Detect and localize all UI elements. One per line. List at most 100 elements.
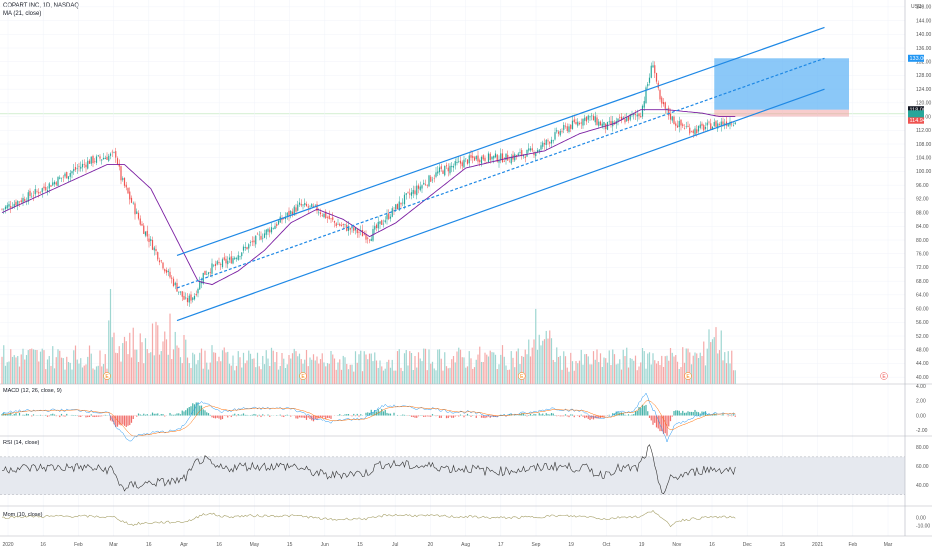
- candle: [104, 157, 106, 160]
- candle: [584, 117, 586, 121]
- macd-histogram-bar: [305, 415, 308, 420]
- macd-histogram-bar: [347, 414, 350, 416]
- macd-histogram-bar: [328, 415, 330, 419]
- macd-histogram-bar: [549, 414, 551, 416]
- macd-histogram-bar: [199, 405, 201, 416]
- candle: [582, 118, 584, 126]
- macd-histogram-bar: [624, 414, 626, 416]
- volume-bar: [326, 363, 329, 384]
- macd-label: MACD (12, 26, close, 9): [3, 388, 62, 394]
- volume-bar: [365, 354, 367, 384]
- macd-histogram-bar: [22, 414, 24, 416]
- candle: [111, 151, 113, 153]
- volume-bar: [263, 364, 266, 384]
- volume-bar: [592, 351, 595, 384]
- candle: [365, 234, 367, 240]
- macd-histogram-bar: [157, 413, 159, 416]
- volume-bar: [137, 362, 140, 384]
- volume-bar: [605, 358, 607, 384]
- candle: [6, 205, 8, 209]
- volume-bar: [564, 356, 567, 384]
- candle: [213, 264, 215, 266]
- volume-bar: [297, 356, 299, 384]
- volume-bar: [80, 358, 82, 384]
- volume-bar: [423, 348, 425, 384]
- volume-bar: [237, 351, 239, 384]
- macd-histogram-bar: [482, 415, 484, 418]
- macd-histogram-bar: [31, 415, 33, 417]
- candle: [482, 155, 484, 160]
- macd-histogram-bar: [356, 413, 358, 416]
- macd-histogram-bar: [669, 415, 672, 422]
- candle: [363, 234, 365, 236]
- candle: [430, 176, 432, 182]
- candle: [382, 223, 385, 225]
- macd-histogram-bar: [704, 411, 707, 416]
- candle: [389, 216, 392, 219]
- macd-histogram-bar: [237, 414, 239, 416]
- price-badge-text: 114.94: [910, 118, 926, 124]
- candle: [683, 127, 686, 129]
- candle: [587, 115, 589, 120]
- volume-bar: [363, 351, 365, 384]
- price-tick: 128.00: [916, 73, 932, 79]
- candle: [388, 213, 390, 219]
- volume-bar: [384, 368, 386, 384]
- macd-histogram-bar: [214, 415, 217, 419]
- channel-upper: [176, 26, 825, 256]
- candle: [706, 122, 708, 126]
- macd-histogram-bar: [591, 415, 593, 419]
- date-tick: May: [250, 542, 260, 548]
- candle: [664, 102, 666, 109]
- candle: [244, 247, 246, 249]
- macd-line: [1, 392, 736, 443]
- volume-bar: [638, 366, 640, 384]
- macd-histogram-bar: [241, 414, 243, 416]
- volume-bar: [227, 351, 229, 384]
- macd-histogram-bar: [426, 415, 428, 417]
- volume-bar: [253, 358, 255, 384]
- price-tick: 148.00: [916, 5, 932, 11]
- candle: [626, 117, 628, 122]
- earnings-marker: [299, 372, 307, 380]
- volume-bar: [419, 358, 421, 384]
- macd-histogram-bar: [664, 415, 666, 434]
- macd-histogram-bar: [258, 414, 260, 416]
- volume-bar: [4, 365, 7, 384]
- candle: [67, 176, 70, 180]
- macd-histogram-bar: [645, 404, 647, 416]
- volume-bar: [337, 362, 339, 384]
- volume-bar: [566, 367, 568, 384]
- volume-bar: [213, 352, 215, 384]
- ma-indicator-label: MA (21, close): [3, 11, 42, 17]
- macd-histogram-bar: [197, 402, 199, 416]
- volume-bar: [239, 357, 241, 384]
- candle: [3, 208, 5, 210]
- volume-bar: [129, 332, 131, 384]
- candle: [454, 161, 456, 166]
- volume-bar: [706, 348, 708, 384]
- candle: [237, 255, 239, 260]
- volume-bar: [193, 354, 196, 384]
- candle: [206, 273, 208, 275]
- volume-bar: [15, 357, 17, 384]
- candle: [696, 129, 698, 134]
- volume-bar: [734, 370, 736, 384]
- macd-histogram-bar: [524, 414, 526, 416]
- candle: [36, 191, 38, 192]
- macd-histogram-bar: [323, 415, 325, 418]
- volume-bar: [472, 368, 474, 384]
- volume-bar: [64, 369, 66, 384]
- volume-bar: [724, 352, 726, 384]
- candle: [174, 282, 176, 286]
- volume-bar: [291, 353, 294, 384]
- volume-bar: [505, 365, 507, 384]
- volume-bar: [715, 327, 717, 384]
- candle: [342, 224, 344, 226]
- volume-bar: [351, 364, 353, 384]
- macd-histogram-bar: [547, 414, 549, 416]
- volume-bar: [150, 352, 152, 384]
- volume-bar: [538, 334, 540, 384]
- candle: [675, 123, 677, 126]
